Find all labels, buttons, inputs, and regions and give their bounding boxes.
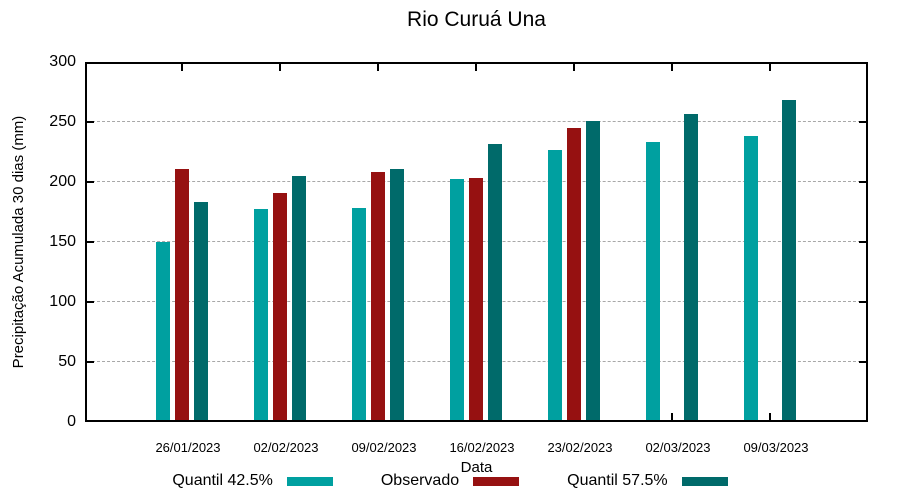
right-axis-tick <box>859 181 866 183</box>
legend: Quantil 42.5% Observado Quantil 57.5% <box>0 472 900 490</box>
legend-item: Observado <box>380 472 520 490</box>
y-tick-label: 50 <box>58 353 76 370</box>
right-axis-tick <box>859 361 866 363</box>
legend-label: Quantil 42.5% <box>172 472 273 489</box>
bar <box>586 121 600 420</box>
top-axis-tick <box>475 64 477 71</box>
bar <box>352 207 366 420</box>
bar <box>684 114 698 420</box>
x-tick-label: 09/02/2023 <box>351 440 417 455</box>
right-axis-tick <box>859 121 866 123</box>
legend-swatch <box>681 476 728 486</box>
legend-item: Quantil 57.5% <box>567 472 728 490</box>
right-axis-tick <box>859 241 866 243</box>
y-tick-label: 0 <box>67 413 76 430</box>
top-axis-tick <box>769 64 771 71</box>
x-tick-label: 26/01/2023 <box>155 440 221 455</box>
plot-area <box>85 62 868 422</box>
left-axis-tick <box>87 361 94 363</box>
legend-label: Quantil 57.5% <box>567 472 668 489</box>
y-tick-label: 100 <box>49 293 76 310</box>
x-axis-label: Data <box>460 459 493 476</box>
y-tick-label: 250 <box>49 113 76 130</box>
top-axis-tick <box>377 64 379 71</box>
bar <box>371 171 385 420</box>
left-axis-tick <box>87 301 94 303</box>
y-tick-label: 150 <box>49 233 76 250</box>
legend-item: Quantil 42.5% <box>172 472 333 490</box>
bar <box>156 242 170 420</box>
chart-title: Rio Curuá Una <box>407 8 546 31</box>
bar <box>254 208 268 420</box>
x-tick-label: 09/03/2023 <box>743 440 809 455</box>
bar <box>548 150 562 420</box>
left-axis-tick <box>87 181 94 183</box>
bar <box>390 169 404 420</box>
y-tick-label: 200 <box>49 173 76 190</box>
bar <box>292 176 306 420</box>
bar <box>782 99 796 420</box>
left-axis-tick <box>87 121 94 123</box>
bar <box>194 201 208 420</box>
gridline <box>87 121 866 122</box>
bar <box>646 141 660 420</box>
y-tick-label: 300 <box>49 53 76 70</box>
legend-swatch <box>286 476 333 486</box>
x-tick-label: 02/03/2023 <box>645 440 711 455</box>
legend-swatch <box>473 476 520 486</box>
x-tick-label: 23/02/2023 <box>547 440 613 455</box>
top-axis-tick <box>279 64 281 71</box>
x-tick-label: 02/02/2023 <box>253 440 319 455</box>
top-axis-tick <box>671 64 673 71</box>
legend-label: Observado <box>380 472 460 489</box>
bar <box>273 193 287 420</box>
bar <box>744 135 758 420</box>
bar <box>469 177 483 420</box>
bottom-axis-tick <box>769 413 771 420</box>
top-axis-tick <box>181 64 183 71</box>
bar <box>175 169 189 420</box>
x-tick-label: 16/02/2023 <box>449 440 515 455</box>
right-axis-tick <box>859 301 866 303</box>
bottom-axis-tick <box>671 413 673 420</box>
top-axis-tick <box>573 64 575 71</box>
bar <box>488 144 502 420</box>
bar <box>450 178 464 420</box>
left-axis-tick <box>87 241 94 243</box>
bar <box>567 128 581 420</box>
